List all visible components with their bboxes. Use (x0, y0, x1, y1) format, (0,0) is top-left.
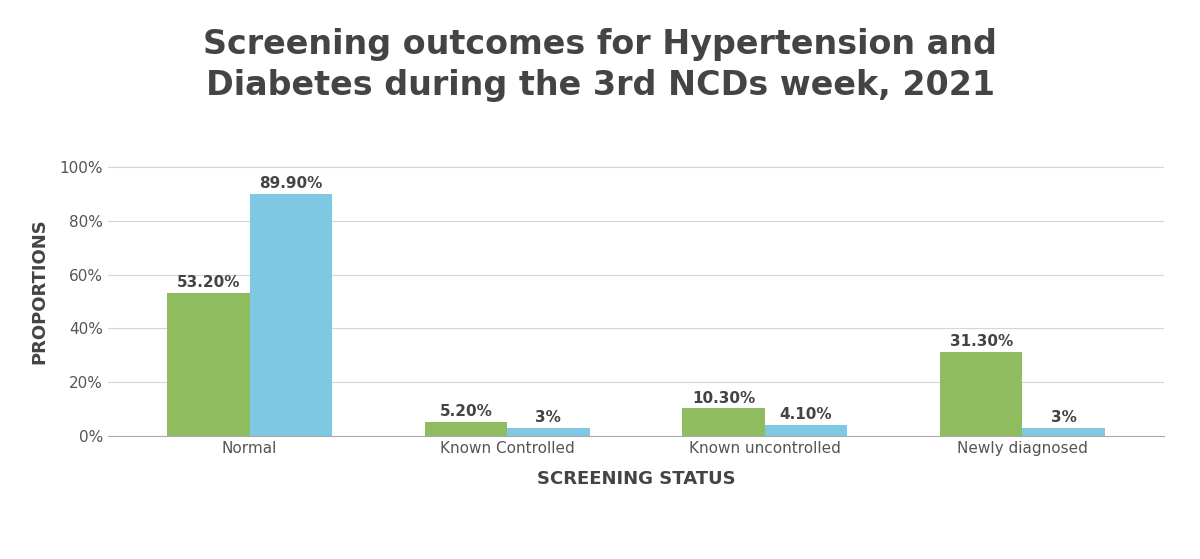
Bar (425, 422, 508, 436)
Bar (508, 428, 589, 436)
Y-axis label: PROPORTIONS: PROPORTIONS (30, 218, 48, 363)
Legend: Hypertension, Diabetes: Hypertension, Diabetes (508, 554, 764, 559)
Text: 4.10%: 4.10% (780, 408, 833, 422)
Bar (940, 352, 1022, 436)
Text: 3%: 3% (535, 410, 562, 425)
Text: 89.90%: 89.90% (259, 176, 323, 191)
Text: 3%: 3% (1051, 410, 1076, 425)
Bar (683, 408, 764, 436)
X-axis label: SCREENING STATUS: SCREENING STATUS (536, 470, 736, 488)
Text: 5.20%: 5.20% (439, 404, 492, 419)
Text: 10.30%: 10.30% (692, 391, 755, 406)
Bar (764, 425, 847, 436)
Text: 31.30%: 31.30% (949, 334, 1013, 349)
Text: 53.20%: 53.20% (176, 275, 240, 290)
Bar (167, 293, 250, 436)
Bar (250, 194, 332, 436)
Text: Screening outcomes for Hypertension and
Diabetes during the 3rd NCDs week, 2021: Screening outcomes for Hypertension and … (203, 28, 997, 102)
Bar (1022, 428, 1105, 436)
